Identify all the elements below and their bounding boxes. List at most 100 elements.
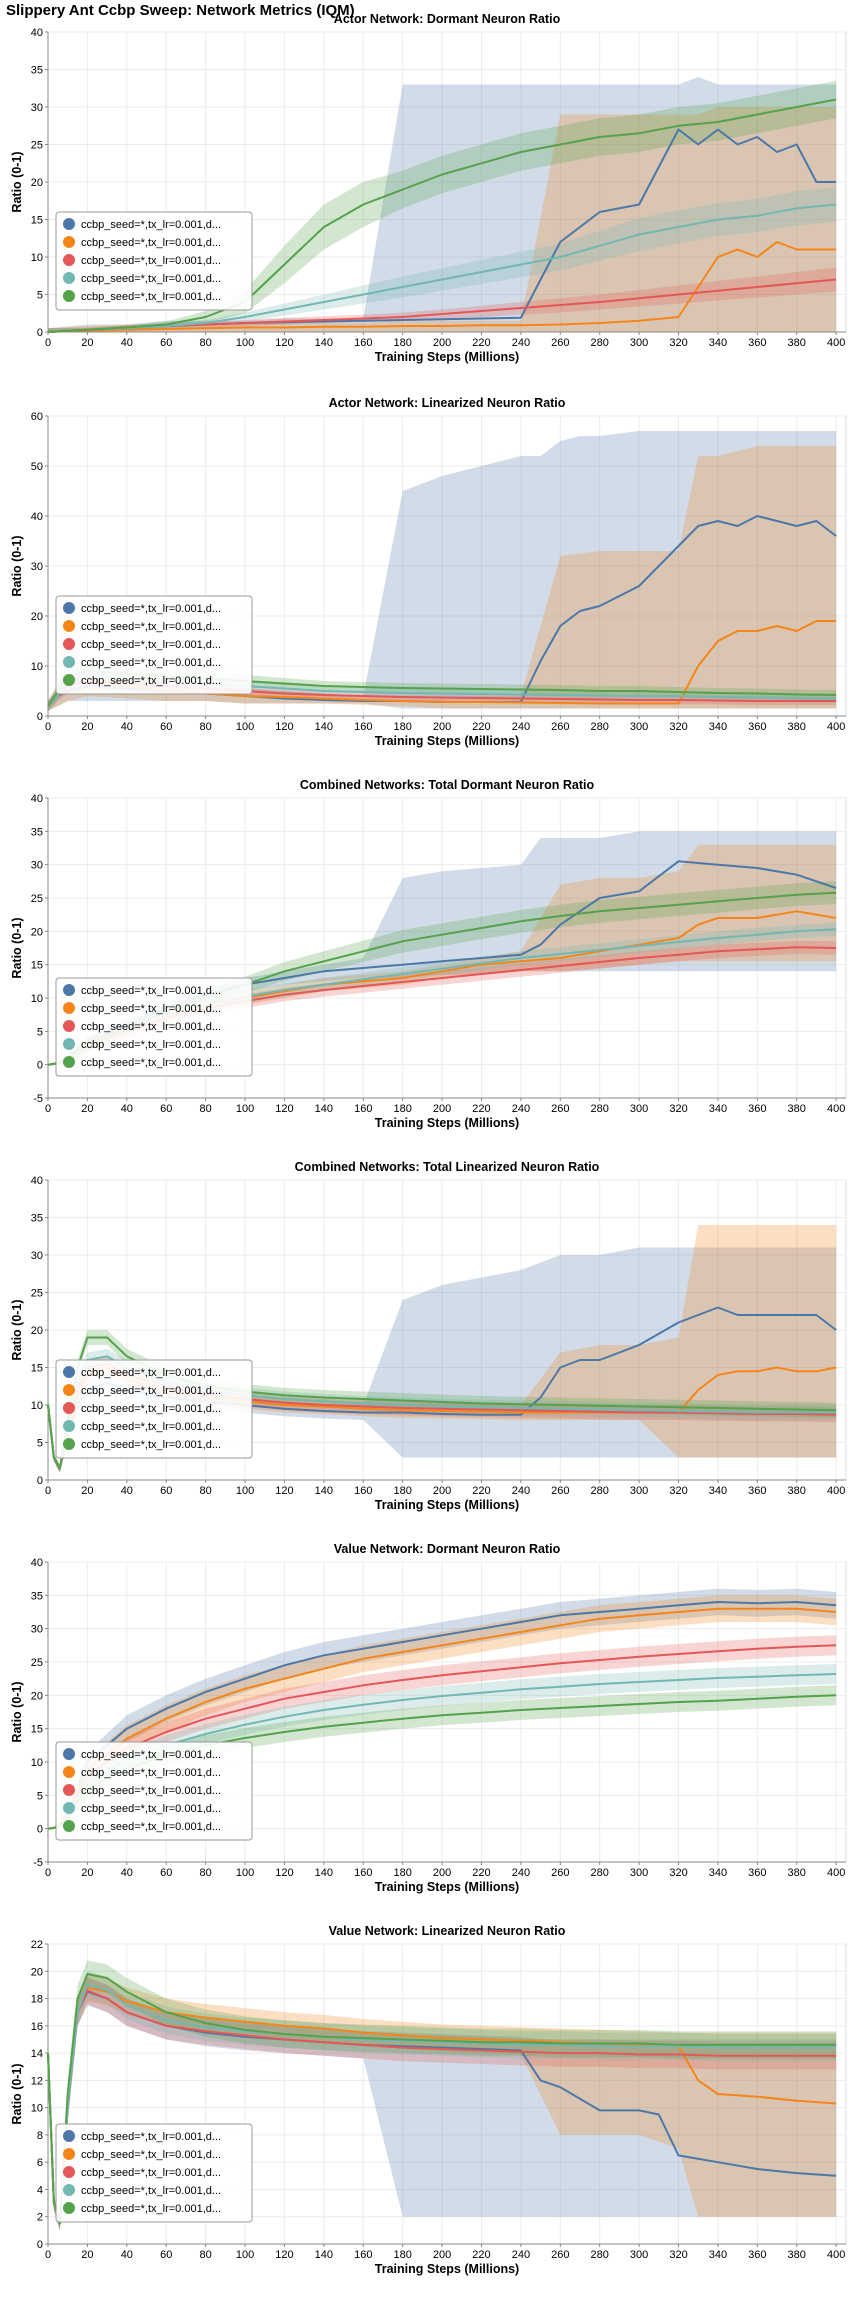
series-band	[48, 1635, 837, 1829]
legend-marker	[63, 1748, 75, 1760]
x-tick-label: 60	[160, 1867, 172, 1879]
x-tick-label: 240	[512, 1103, 530, 1115]
x-tick-label: 180	[393, 1485, 411, 1497]
x-tick-label: 220	[472, 1485, 490, 1497]
legend-marker	[63, 218, 75, 230]
y-tick-label: -5	[33, 1093, 43, 1105]
y-tick-label: 2	[37, 2212, 43, 2224]
x-tick-label: 100	[236, 1103, 254, 1115]
y-tick-label: 25	[31, 1288, 43, 1300]
x-tick-label: 400	[827, 2249, 845, 2261]
x-axis-label: Training Steps (Millions)	[375, 350, 519, 364]
series-line	[47, 1973, 837, 2225]
y-tick-label: 40	[31, 27, 43, 39]
legend-marker	[63, 1366, 75, 1378]
x-tick-label: 180	[393, 2249, 411, 2261]
legend-label: ccbp_seed=*,tx_lr=0.001,d...	[81, 255, 221, 267]
x-tick-label: 0	[45, 721, 51, 733]
x-axis-label: Training Steps (Millions)	[375, 1498, 519, 1512]
legend-marker	[63, 2202, 75, 2214]
legend-label: ccbp_seed=*,tx_lr=0.001,d...	[81, 657, 221, 669]
legend-label: ccbp_seed=*,tx_lr=0.001,d...	[81, 2149, 221, 2161]
y-axis-label: Ratio (0-1)	[10, 535, 24, 596]
legend-marker	[63, 1038, 75, 1050]
legend-marker	[63, 2184, 75, 2196]
legend-label: ccbp_seed=*,tx_lr=0.001,d...	[81, 219, 221, 231]
y-tick-label: 35	[31, 826, 43, 838]
x-tick-label: 280	[591, 721, 609, 733]
series-band	[48, 1247, 837, 1473]
x-tick-label: 320	[669, 337, 687, 349]
x-tick-label: 0	[45, 1103, 51, 1115]
x-axis-label: Training Steps (Millions)	[375, 2262, 519, 2276]
legend-box	[55, 1359, 253, 1459]
x-tick-label: 400	[827, 1485, 845, 1497]
x-tick-label: 140	[315, 337, 333, 349]
y-tick-label: 15	[31, 215, 43, 227]
x-tick-label: 340	[709, 1103, 727, 1115]
x-tick-label: 240	[512, 721, 530, 733]
legend-marker	[63, 1420, 75, 1432]
legend-marker	[63, 638, 75, 650]
legend-label: ccbp_seed=*,tx_lr=0.001,d...	[81, 1749, 221, 1761]
legend-label: ccbp_seed=*,tx_lr=0.001,d...	[81, 237, 221, 249]
chart-panel: Value Network: Dormant Neuron Ratio-5051…	[10, 1542, 847, 1894]
y-tick-label: 10	[31, 993, 43, 1005]
y-tick-label: 0	[37, 327, 43, 339]
x-tick-label: 120	[275, 1867, 293, 1879]
legend-label: ccbp_seed=*,tx_lr=0.001,d...	[81, 1057, 221, 1069]
legend-marker	[63, 656, 75, 668]
x-tick-label: 160	[354, 337, 372, 349]
y-tick-label: 20	[31, 926, 43, 938]
x-tick-label: 40	[121, 337, 133, 349]
y-tick-label: 4	[37, 2184, 43, 2196]
y-tick-label: 40	[31, 1557, 43, 1569]
legend-label: ccbp_seed=*,tx_lr=0.001,d...	[81, 2185, 221, 2197]
chart-title: Value Network: Dormant Neuron Ratio	[334, 1542, 561, 1556]
legend-box	[55, 1741, 253, 1841]
chart-panel: Actor Network: Linearized Neuron Ratio 0 1…	[10, 396, 847, 748]
x-tick-label: 340	[709, 337, 727, 349]
x-tick-label: 320	[669, 2249, 687, 2261]
x-tick-label: 260	[551, 1485, 569, 1497]
legend-box	[55, 211, 253, 311]
x-tick-label: 200	[433, 721, 451, 733]
x-tick-label: 120	[275, 721, 293, 733]
y-tick-label: 10	[31, 2103, 43, 2115]
series-band	[48, 673, 837, 711]
y-tick-label: 8	[37, 2130, 43, 2142]
y-axis-label: Ratio (0-1)	[10, 2063, 24, 2124]
legend-marker	[63, 2166, 75, 2178]
x-tick-label: 240	[512, 1867, 530, 1879]
legend-marker	[63, 1056, 75, 1068]
y-tick-label: 10	[31, 252, 43, 264]
x-tick-label: 260	[551, 337, 569, 349]
y-tick-label: 25	[31, 140, 43, 152]
y-tick-label: 0	[37, 1475, 43, 1487]
x-tick-label: 180	[393, 721, 411, 733]
legend-label: ccbp_seed=*,tx_lr=0.001,d...	[81, 985, 221, 997]
x-tick-label: 40	[121, 721, 133, 733]
y-tick-label: 35	[31, 65, 43, 77]
x-axis-label: Training Steps (Millions)	[375, 1116, 519, 1130]
x-tick-label: 280	[591, 1867, 609, 1879]
legend-marker	[63, 674, 75, 686]
x-tick-label: 0	[45, 2249, 51, 2261]
legend-label: ccbp_seed=*,tx_lr=0.001,d...	[81, 1385, 221, 1397]
x-tick-label: 340	[709, 1485, 727, 1497]
series-band	[48, 1595, 837, 1829]
chart-title: Value Network: Linearized Neuron Ratio	[329, 1924, 566, 1938]
x-tick-label: 380	[788, 1867, 806, 1879]
x-tick-label: 100	[236, 721, 254, 733]
y-tick-label: 60	[31, 411, 43, 423]
legend-label: ccbp_seed=*,tx_lr=0.001,d...	[81, 675, 221, 687]
x-tick-label: 300	[630, 337, 648, 349]
legend-label: ccbp_seed=*,tx_lr=0.001,d...	[81, 1021, 221, 1033]
y-tick-label: 50	[31, 461, 43, 473]
x-tick-label: 0	[45, 337, 51, 349]
x-tick-label: 200	[433, 1485, 451, 1497]
x-tick-label: 360	[748, 721, 766, 733]
x-tick-label: 200	[433, 1867, 451, 1879]
series-band	[48, 80, 837, 332]
x-tick-label: 300	[630, 1103, 648, 1115]
